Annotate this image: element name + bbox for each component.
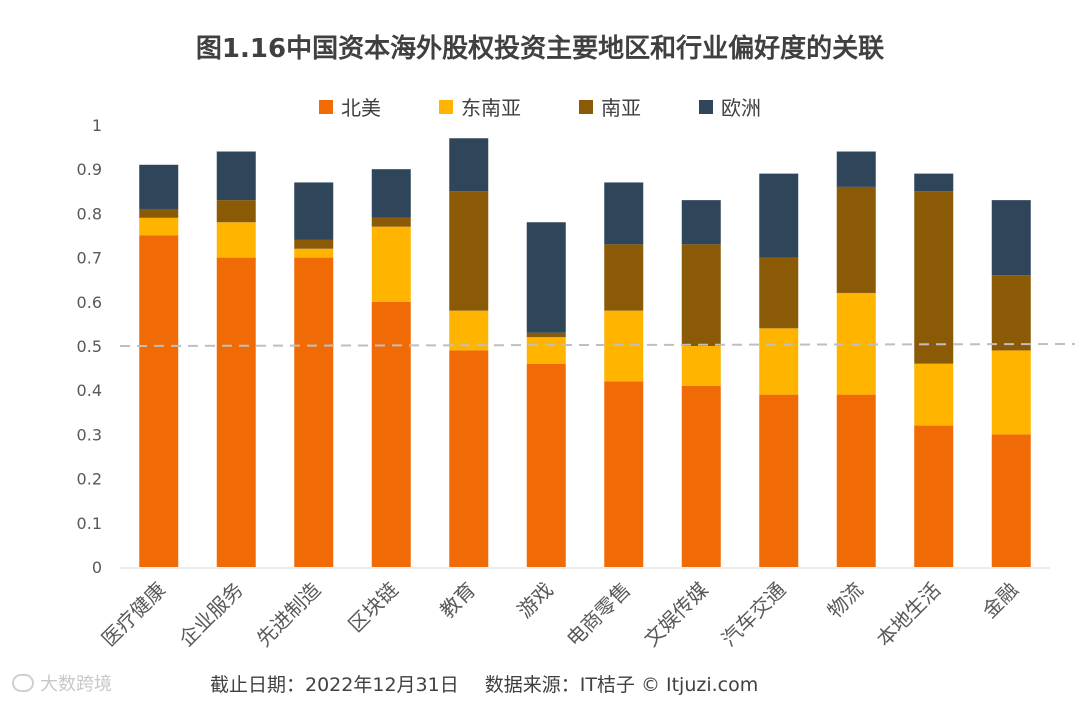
x-tick-label: 企业服务 bbox=[174, 578, 248, 652]
bar-segment bbox=[604, 310, 644, 382]
y-tick-label: 0.9 bbox=[77, 160, 102, 179]
bar-segment bbox=[294, 182, 334, 240]
bar-segment bbox=[914, 425, 954, 567]
legend-item-north-america: 北美 bbox=[319, 92, 381, 121]
y-tick-label: 0.2 bbox=[77, 470, 102, 489]
x-tick-label: 物流 bbox=[823, 578, 868, 623]
x-tick-label: 金融 bbox=[978, 578, 1023, 623]
bar-segment bbox=[759, 394, 799, 567]
bar-segment bbox=[991, 434, 1031, 567]
reference-line bbox=[119, 343, 1076, 347]
brand-watermark: 大数跨境 bbox=[12, 670, 112, 696]
y-tick-label: 1 bbox=[92, 116, 102, 135]
bar-segment bbox=[526, 337, 566, 364]
reference-line-group bbox=[119, 343, 1076, 347]
bar-segment bbox=[294, 248, 334, 258]
x-tick-label: 区块链 bbox=[343, 578, 402, 637]
bar-segment bbox=[759, 328, 799, 395]
bar-segment bbox=[836, 394, 876, 567]
legend-item-south-asia: 南亚 bbox=[579, 92, 641, 121]
bar-segment bbox=[526, 332, 566, 338]
bar-segment bbox=[759, 173, 799, 258]
footer-source: 数据来源：IT桔子 © Itjuzi.com bbox=[484, 674, 759, 696]
bar-segment bbox=[991, 350, 1031, 435]
bar-segment bbox=[759, 257, 799, 329]
x-tick-label: 游戏 bbox=[513, 578, 558, 623]
bar-segment bbox=[526, 363, 566, 567]
x-tick-label: 汽车交通 bbox=[717, 578, 791, 652]
x-tick-label: 电商零售 bbox=[562, 578, 636, 652]
bar-segment bbox=[836, 151, 876, 187]
bar-group bbox=[139, 138, 1031, 567]
legend-swatch-europe bbox=[699, 99, 713, 114]
bar-segment bbox=[991, 200, 1031, 276]
x-tick-label: 教育 bbox=[435, 578, 480, 623]
footer-date: 截止日期：2022年12月31日 bbox=[210, 674, 459, 696]
bar-segment bbox=[681, 200, 721, 245]
bar-segment bbox=[604, 381, 644, 567]
legend-label-north-america: 北美 bbox=[341, 96, 381, 120]
legend-label-southeast-asia: 东南亚 bbox=[461, 96, 521, 120]
bar-segment bbox=[216, 257, 256, 567]
x-axis: 医疗健康 企业服务 先进制造 区块链 教育 游戏 电商零售 文娱传媒 汽车交通 物流 本地生活 金融 bbox=[97, 567, 1050, 652]
bar-segment bbox=[604, 182, 644, 245]
bar-segment bbox=[914, 191, 954, 364]
bar-segment bbox=[526, 222, 566, 333]
bar-segment bbox=[139, 164, 179, 209]
bar-segment bbox=[604, 244, 644, 311]
y-tick-label: 0 bbox=[92, 558, 102, 577]
y-tick-label: 0.8 bbox=[77, 204, 102, 223]
legend-swatch-southeast-asia bbox=[439, 99, 453, 114]
y-tick-label: 0.3 bbox=[77, 425, 102, 444]
bar-segment bbox=[294, 257, 334, 567]
footer: 截止日期：2022年12月31日 数据来源：IT桔子 © Itjuzi.com bbox=[210, 670, 758, 697]
x-tick-label: 医疗健康 bbox=[97, 578, 171, 652]
x-tick-label: 文娱传媒 bbox=[639, 578, 713, 652]
legend-label-europe: 欧洲 bbox=[721, 96, 761, 120]
bar-segment bbox=[914, 173, 954, 192]
brand-logo-icon bbox=[12, 674, 34, 692]
bar-segment bbox=[914, 363, 954, 426]
legend-item-southeast-asia: 东南亚 bbox=[439, 92, 521, 121]
bar-segment bbox=[681, 346, 721, 386]
chart-title: 图1.16中国资本海外股权投资主要地区和行业偏好度的关联 bbox=[195, 34, 885, 64]
bar-segment bbox=[216, 222, 256, 258]
bar-segment bbox=[371, 226, 411, 302]
bar-segment bbox=[991, 275, 1031, 351]
bar-segment bbox=[294, 239, 334, 249]
legend-swatch-south-asia bbox=[579, 99, 593, 114]
bar-segment bbox=[216, 200, 256, 223]
bar-segment bbox=[681, 385, 721, 567]
bar-segment bbox=[449, 350, 489, 567]
bar-segment bbox=[216, 151, 256, 201]
bar-segment bbox=[371, 301, 411, 567]
legend-label-south-asia: 南亚 bbox=[601, 96, 641, 120]
bar-segment bbox=[449, 191, 489, 311]
bar-segment bbox=[371, 169, 411, 218]
y-axis: 0 0.1 0.2 0.3 0.4 0.5 0.6 0.7 0.8 0.9 1 bbox=[77, 116, 102, 577]
bar-segment bbox=[139, 217, 179, 236]
legend: 北美 东南亚 南亚 欧洲 bbox=[0, 92, 1080, 121]
bar-segment bbox=[836, 186, 876, 293]
bar-segment bbox=[449, 310, 489, 351]
y-tick-label: 0.5 bbox=[77, 337, 102, 356]
y-tick-label: 0.7 bbox=[77, 249, 102, 268]
bar-segment bbox=[449, 138, 489, 192]
y-tick-label: 0.4 bbox=[77, 381, 102, 400]
legend-item-europe: 欧洲 bbox=[699, 92, 761, 121]
bar-segment bbox=[681, 244, 721, 346]
bar-segment bbox=[139, 235, 179, 567]
legend-swatch-north-america bbox=[319, 99, 333, 114]
bar-segment bbox=[371, 217, 411, 227]
y-tick-label: 0.6 bbox=[77, 293, 102, 312]
y-tick-label: 0.1 bbox=[77, 514, 102, 533]
x-tick-label: 本地生活 bbox=[872, 578, 946, 652]
brand-name: 大数跨境 bbox=[40, 674, 112, 695]
x-tick-label: 先进制造 bbox=[252, 578, 326, 652]
bar-segment bbox=[139, 208, 179, 218]
